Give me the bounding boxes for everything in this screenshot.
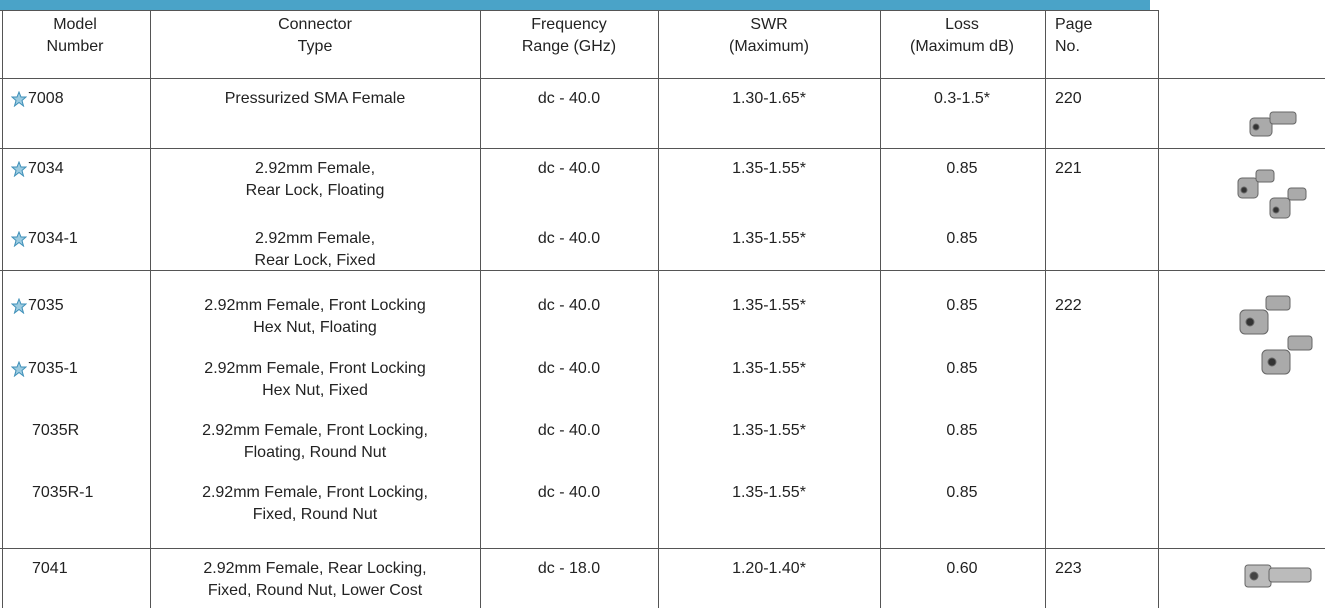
column-header: Page No. — [1055, 16, 1093, 55]
page-cell: 220 — [1055, 90, 1082, 107]
swr-cell: 1.35-1.55* — [732, 484, 806, 501]
loss-cell: 0.85 — [946, 422, 978, 439]
grid-line — [0, 148, 1325, 149]
model-number: 7034-1 — [28, 230, 78, 247]
loss-cell: 0.85 — [946, 484, 978, 501]
column-header: SWR (Maximum) — [729, 16, 809, 55]
model-number: 7008 — [28, 90, 64, 107]
loss-cell: 0.85 — [946, 360, 978, 377]
star-icon — [11, 231, 27, 247]
frequency-cell: dc - 40.0 — [537, 160, 601, 177]
frequency-cell: dc - 40.0 — [537, 360, 601, 377]
grid-line — [150, 10, 151, 608]
frequency-cell: dc - 40.0 — [537, 422, 601, 439]
swr-cell: 1.35-1.55* — [732, 230, 806, 247]
connector-cell: Pressurized SMA Female — [224, 90, 406, 107]
header-bar — [0, 0, 1150, 10]
swr-cell: 1.35-1.55* — [732, 360, 806, 377]
model-number: 7034 — [28, 160, 64, 177]
grid-line — [0, 10, 1158, 11]
connector-image — [1239, 295, 1313, 375]
frequency-cell: dc - 40.0 — [537, 90, 601, 107]
swr-cell: 1.20-1.40* — [732, 560, 806, 577]
star-icon — [11, 161, 27, 177]
star-icon — [11, 361, 27, 377]
connector-cell: 2.92mm Female, Front Locking Hex Nut, Fi… — [204, 360, 426, 399]
grid-line — [0, 78, 1325, 79]
frequency-cell: dc - 40.0 — [537, 484, 601, 501]
loss-cell: 0.3-1.5* — [933, 90, 991, 107]
connector-cell: 2.92mm Female, Rear Locking, Fixed, Roun… — [203, 560, 427, 599]
loss-cell: 0.85 — [946, 230, 978, 247]
frequency-cell: dc - 40.0 — [537, 230, 601, 247]
column-header: Model Number — [46, 16, 104, 55]
grid-line — [880, 10, 881, 608]
model-number: 7035R-1 — [32, 484, 94, 501]
grid-line — [658, 10, 659, 608]
connector-cell: 2.92mm Female, Rear Lock, Floating — [245, 160, 385, 199]
column-header: Connector Type — [278, 16, 352, 55]
loss-cell: 0.60 — [946, 560, 978, 577]
loss-cell: 0.85 — [946, 160, 978, 177]
model-number: 7041 — [32, 560, 68, 577]
grid-line — [480, 10, 481, 608]
star-icon — [11, 298, 27, 314]
grid-line — [1045, 10, 1046, 608]
grid-line — [0, 270, 1325, 271]
swr-cell: 1.35-1.55* — [732, 160, 806, 177]
connector-cell: 2.92mm Female, Rear Lock, Fixed — [254, 230, 376, 269]
star-icon — [11, 91, 27, 107]
page-cell: 221 — [1055, 160, 1082, 177]
model-number: 7035 — [28, 297, 64, 314]
connector-cell: 2.92mm Female, Front Locking, Fixed, Rou… — [202, 484, 428, 523]
swr-cell: 1.35-1.55* — [732, 422, 806, 439]
column-header: Frequency Range (GHz) — [521, 16, 617, 55]
grid-line — [2, 10, 3, 608]
connector-cell: 2.92mm Female, Front Locking, Floating, … — [202, 422, 428, 461]
model-number: 7035-1 — [28, 360, 78, 377]
column-header: Loss (Maximum dB) — [909, 16, 1015, 55]
frequency-cell: dc - 40.0 — [537, 297, 601, 314]
page-cell: 223 — [1055, 560, 1082, 577]
page-cell: 222 — [1055, 297, 1082, 314]
connector-image — [1249, 111, 1297, 137]
connector-cell: 2.92mm Female, Front Locking Hex Nut, Fl… — [204, 297, 426, 336]
swr-cell: 1.30-1.65* — [732, 90, 806, 107]
grid-line — [0, 548, 1325, 549]
grid-line — [1158, 10, 1159, 608]
frequency-cell: dc - 18.0 — [537, 560, 601, 577]
connector-image — [1244, 564, 1312, 588]
connector-image — [1237, 169, 1307, 219]
loss-cell: 0.85 — [946, 297, 978, 314]
model-number: 7035R — [32, 422, 80, 439]
swr-cell: 1.35-1.55* — [732, 297, 806, 314]
